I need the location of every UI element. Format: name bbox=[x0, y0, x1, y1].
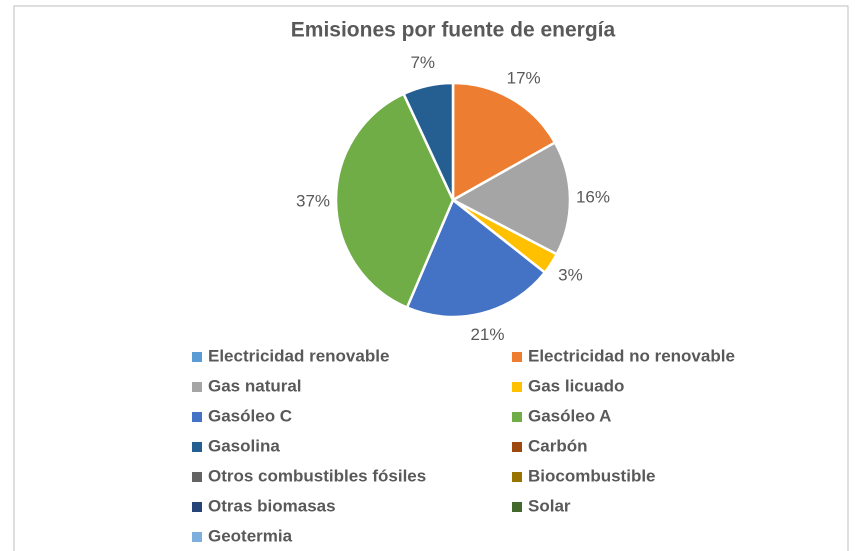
legend-label: Biocombustible bbox=[528, 466, 656, 485]
legend-label: Electricidad no renovable bbox=[528, 346, 735, 365]
data-label: 17% bbox=[507, 69, 541, 88]
legend-swatch bbox=[192, 502, 202, 512]
legend-label: Gasóleo A bbox=[528, 406, 611, 425]
pie-slice bbox=[401, 81, 455, 201]
data-label: 21% bbox=[470, 325, 504, 344]
legend-swatch bbox=[512, 412, 522, 422]
pie-slice bbox=[334, 92, 455, 310]
legend-swatch bbox=[512, 472, 522, 482]
data-label: 16% bbox=[576, 187, 610, 206]
legend-label: Gas licuado bbox=[528, 376, 624, 395]
legend-label: Gasolina bbox=[208, 436, 280, 455]
legend-label: Solar bbox=[528, 496, 571, 515]
legend-swatch bbox=[512, 442, 522, 452]
legend-swatch bbox=[192, 352, 202, 362]
legend-label: Electricidad renovable bbox=[208, 346, 389, 365]
legend-label: Gas natural bbox=[208, 376, 302, 395]
data-label: 3% bbox=[558, 266, 583, 285]
legend-label: Otros combustibles fósiles bbox=[208, 466, 426, 485]
legend-label: Carbón bbox=[528, 436, 588, 455]
legend-swatch bbox=[512, 382, 522, 392]
legend-swatch bbox=[512, 352, 522, 362]
chart-title: Emisiones por fuente de energía bbox=[291, 19, 616, 42]
legend-swatch bbox=[192, 532, 202, 542]
legend-swatch bbox=[192, 382, 202, 392]
legend-label: Otras biomasas bbox=[208, 496, 336, 515]
legend-swatch bbox=[512, 502, 522, 512]
legend-swatch bbox=[192, 472, 202, 482]
data-label: 37% bbox=[296, 192, 330, 211]
legend-swatch bbox=[192, 412, 202, 422]
legend-label: Gasóleo C bbox=[208, 406, 292, 425]
pie-slice bbox=[451, 81, 557, 203]
pie-slice bbox=[450, 140, 572, 256]
legend-swatch bbox=[192, 442, 202, 452]
data-label: 7% bbox=[410, 53, 435, 72]
legend-label: Geotermia bbox=[208, 526, 293, 545]
